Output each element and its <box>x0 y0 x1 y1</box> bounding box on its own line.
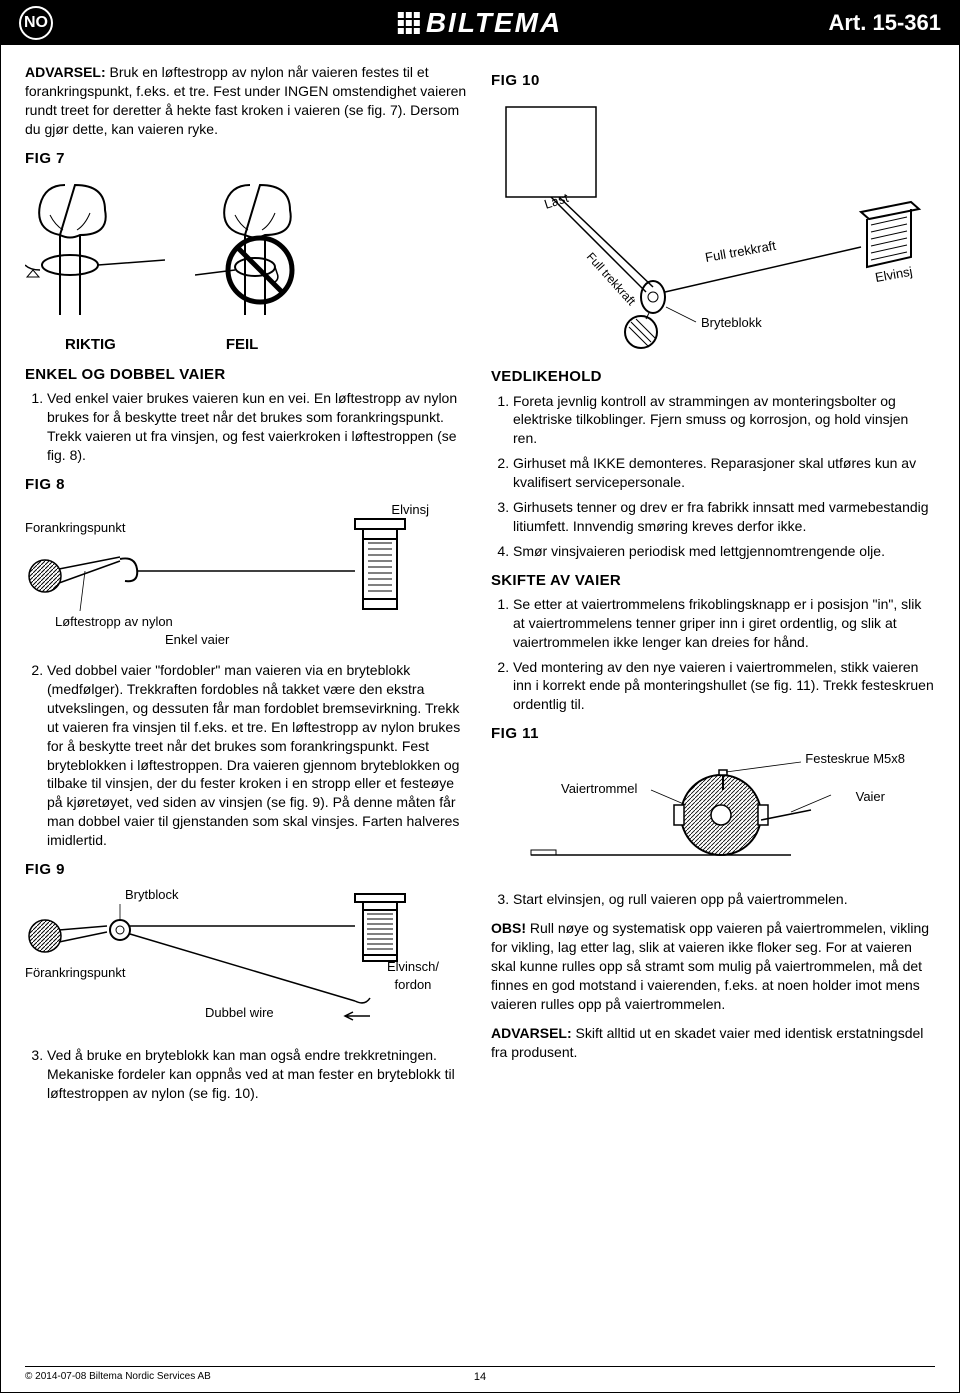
svg-text:Full trekkraft: Full trekkraft <box>704 238 777 265</box>
skifte-heading: SKIFTE AV VAIER <box>491 571 935 591</box>
brand-squares-icon <box>398 12 420 34</box>
svg-text:Bryteblokk: Bryteblokk <box>701 315 762 330</box>
page-number: 14 <box>474 1371 486 1383</box>
fig10-label: FIG 10 <box>491 71 935 91</box>
vedlikehold-2: Girhuset må IKKE demonteres. Reparasjone… <box>513 454 935 492</box>
enkel-dobbel-heading: ENKEL OG DOBBEL VAIER <box>25 365 469 385</box>
warning2-paragraph: ADVARSEL: Skift alltid ut en skadet vaie… <box>491 1024 935 1062</box>
warning-paragraph: ADVARSEL: Bruk en løftestropp av nylon n… <box>25 63 469 139</box>
fig11-drum-label: Vaiertrommel <box>561 780 637 798</box>
fig9-diagram: Brytblock Förankringspunkt Elvinsch/ for… <box>25 886 469 1036</box>
fig11-label: FIG 11 <box>491 724 935 744</box>
svg-text:Last: Last <box>542 190 570 212</box>
vedlikehold-1: Foreta jevnlig kontroll av strammingen a… <box>513 392 935 449</box>
obs-text: Rull nøye og systematisk opp vaieren på … <box>491 920 929 1012</box>
fig11-screw-label: Festeskrue M5x8 <box>805 750 905 768</box>
enkel-dobbel-list-1: Ved enkel vaier brukes vaieren kun en ve… <box>25 389 469 465</box>
fig7-wrong-icon <box>195 175 345 325</box>
enkel-dobbel-list-2: Ved dobbel vaier "fordobler" man vaieren… <box>25 661 469 850</box>
skifte-list-3: Start elvinsjen, og rull vaieren opp på … <box>491 890 935 909</box>
skifte-3: Start elvinsjen, og rull vaieren opp på … <box>513 890 935 909</box>
fig11-wire-label: Vaier <box>856 788 885 806</box>
obs-paragraph: OBS! Rull nøye og systematisk opp vaiere… <box>491 919 935 1013</box>
fig8-strap-label: Løftestropp av nylon <box>55 613 173 631</box>
fig8-single-label: Enkel vaier <box>165 631 229 649</box>
fig7-wrong-label: FEIL <box>226 335 259 355</box>
article-number: Art. 15-361 <box>828 10 941 36</box>
vedlikehold-heading: VEDLIKEHOLD <box>491 367 935 387</box>
vedlikehold-list: Foreta jevnlig kontroll av strammingen a… <box>491 392 935 561</box>
fig7-label: FIG 7 <box>25 149 469 169</box>
obs-prefix: OBS! <box>491 920 526 936</box>
vedlikehold-4: Smør vinsjvaieren periodisk med lettgjen… <box>513 542 935 561</box>
vedlikehold-3: Girhusets tenner og drev er fra fabrikk … <box>513 498 935 536</box>
enkel-item-1: Ved enkel vaier brukes vaieren kun en ve… <box>47 389 469 465</box>
warning-prefix: ADVARSEL: <box>25 64 106 80</box>
fig7-labels: RIKTIG FEIL <box>25 335 469 355</box>
fig8-label: FIG 8 <box>25 475 469 495</box>
fig8-diagram: Forankringspunkt Elvinsj <box>25 501 469 651</box>
svg-text:Full trekkraft: Full trekkraft <box>584 250 639 309</box>
copyright: © 2014-07-08 Biltema Nordic Services AB <box>25 1371 211 1382</box>
enkel-dobbel-list-3: Ved å bruke en bryteblokk kan man også e… <box>25 1046 469 1103</box>
warning2-prefix: ADVARSEL: <box>491 1025 572 1041</box>
enkel-item-2: Ved dobbel vaier "fordobler" man vaieren… <box>47 661 469 850</box>
language-code: NO <box>24 14 48 32</box>
brand-logo: BILTEMA <box>398 7 562 39</box>
fig7-correct-label: RIKTIG <box>65 335 116 355</box>
fig11-diagram: Vaiertrommel Festeskrue M5x8 Vaier <box>491 750 935 880</box>
skifte-2: Ved montering av den nye vaieren i vaier… <box>513 658 935 715</box>
skifte-list-12: Se etter at vaiertrommelens frikoblingsk… <box>491 595 935 714</box>
fig9-label: FIG 9 <box>25 860 469 880</box>
fig10-diagram: Last Full trekkraft Full trekkraft Elvin… <box>491 97 935 357</box>
language-badge: NO <box>19 6 53 40</box>
brand-text: BILTEMA <box>426 7 562 39</box>
fig10-svg: Last Full trekkraft Full trekkraft Elvin… <box>491 97 931 357</box>
fig9-svg <box>25 886 445 1036</box>
page-header: NO BILTEMA Art. 15-361 <box>1 1 959 45</box>
fig7-correct-icon <box>25 175 165 325</box>
fig7-diagram <box>25 175 469 325</box>
enkel-item-3: Ved å bruke en bryteblokk kan man også e… <box>47 1046 469 1103</box>
skifte-1: Se etter at vaiertrommelens frikoblingsk… <box>513 595 935 652</box>
fig11-svg <box>491 750 931 880</box>
page-footer: © 2014-07-08 Biltema Nordic Services AB … <box>25 1366 935 1382</box>
svg-text:Elvinsj: Elvinsj <box>874 264 914 285</box>
